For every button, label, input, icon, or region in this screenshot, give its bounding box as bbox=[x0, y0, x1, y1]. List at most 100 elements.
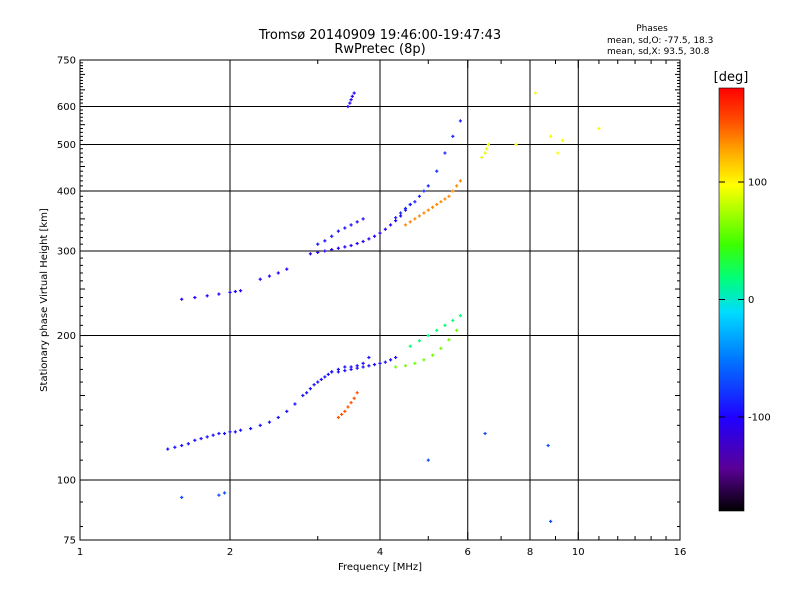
data-point bbox=[443, 151, 447, 155]
data-point bbox=[330, 370, 334, 374]
data-point bbox=[336, 370, 340, 374]
data-point bbox=[546, 443, 550, 448]
data-point bbox=[549, 134, 553, 138]
data-point bbox=[346, 405, 350, 409]
data-point bbox=[186, 442, 190, 446]
data-point bbox=[378, 231, 382, 235]
data-point bbox=[211, 433, 215, 437]
data-point bbox=[346, 104, 350, 109]
data-point bbox=[485, 147, 489, 151]
data-point bbox=[422, 189, 426, 193]
data-point bbox=[267, 274, 272, 278]
legend-title: Phases bbox=[636, 24, 668, 34]
data-point bbox=[285, 409, 289, 413]
data-point bbox=[166, 447, 170, 451]
data-point bbox=[349, 400, 353, 405]
data-point bbox=[352, 91, 356, 95]
data-point bbox=[323, 375, 327, 379]
data-point bbox=[323, 249, 327, 253]
data-point bbox=[417, 194, 422, 198]
chart-subtitle: RwPretec (8p) bbox=[334, 42, 425, 57]
data-point bbox=[319, 377, 323, 382]
data-point bbox=[217, 292, 221, 296]
data-point bbox=[343, 226, 347, 230]
x-tick-label: 10 bbox=[572, 547, 585, 558]
data-point bbox=[355, 220, 359, 224]
legend-line-x: mean, sd,X: 93.5, 30.8 bbox=[607, 47, 710, 57]
data-point bbox=[372, 234, 377, 238]
data-point bbox=[316, 242, 320, 246]
data-point bbox=[394, 219, 398, 223]
data-point bbox=[430, 205, 435, 209]
data-point bbox=[394, 216, 398, 220]
colorbar-ticks: 100 0 -100 bbox=[719, 178, 771, 424]
data-point bbox=[193, 438, 197, 442]
data-point bbox=[483, 151, 487, 155]
data-point bbox=[285, 267, 289, 271]
data-points bbox=[166, 91, 601, 523]
data-point bbox=[399, 214, 403, 218]
data-point bbox=[199, 436, 203, 441]
data-point bbox=[305, 391, 309, 395]
data-point bbox=[403, 206, 408, 211]
data-point bbox=[343, 365, 347, 369]
grid-lines bbox=[80, 60, 680, 540]
data-point bbox=[394, 355, 398, 360]
data-point bbox=[238, 289, 243, 293]
x-tick-label: 6 bbox=[465, 547, 471, 558]
data-point bbox=[343, 245, 347, 249]
data-point bbox=[301, 393, 305, 398]
data-point bbox=[323, 239, 327, 243]
data-point bbox=[233, 289, 237, 294]
legend-line-o: mean, sd,O: -77.5, 18.3 bbox=[607, 36, 713, 46]
data-point bbox=[556, 151, 560, 155]
data-point bbox=[388, 223, 393, 227]
data-point bbox=[355, 241, 359, 246]
data-point bbox=[193, 295, 197, 300]
data-point bbox=[533, 91, 537, 95]
data-point bbox=[336, 415, 340, 420]
data-point bbox=[451, 134, 455, 138]
data-point bbox=[439, 346, 443, 351]
data-point bbox=[293, 402, 297, 406]
colorbar-label: [deg] bbox=[714, 70, 749, 85]
data-point bbox=[426, 458, 430, 462]
data-point bbox=[383, 227, 387, 231]
data-point bbox=[408, 220, 412, 224]
x-tick-label: 4 bbox=[377, 547, 383, 558]
data-point bbox=[258, 423, 262, 427]
chart-title: Tromsø 20140909 19:46:00-19:47:43 bbox=[258, 28, 501, 43]
data-point bbox=[361, 239, 365, 244]
data-point bbox=[367, 237, 371, 241]
data-point bbox=[180, 443, 184, 448]
data-point bbox=[316, 380, 320, 384]
data-point bbox=[222, 491, 227, 495]
data-point bbox=[455, 328, 459, 332]
data-point bbox=[426, 184, 430, 188]
data-point bbox=[367, 364, 371, 368]
data-point bbox=[361, 365, 365, 369]
data-point bbox=[408, 344, 412, 348]
y-tick-label: 600 bbox=[57, 102, 76, 113]
data-point bbox=[443, 323, 447, 327]
data-point bbox=[276, 271, 280, 275]
x-tick-label: 16 bbox=[674, 547, 687, 558]
data-point bbox=[349, 98, 353, 102]
data-point bbox=[378, 361, 382, 365]
data-point bbox=[276, 415, 280, 420]
data-point bbox=[480, 155, 484, 160]
y-tick-label: 75 bbox=[63, 536, 76, 547]
data-point bbox=[443, 197, 447, 201]
data-point bbox=[316, 250, 320, 255]
colorbar-tick-label: -100 bbox=[748, 413, 771, 424]
x-tick-label: 8 bbox=[527, 547, 533, 558]
data-point bbox=[383, 360, 387, 364]
data-point bbox=[435, 202, 439, 207]
data-point bbox=[249, 426, 253, 431]
data-point bbox=[451, 318, 455, 323]
data-point bbox=[455, 184, 459, 188]
data-point bbox=[205, 435, 209, 439]
data-point bbox=[355, 391, 359, 395]
data-point bbox=[422, 211, 426, 215]
